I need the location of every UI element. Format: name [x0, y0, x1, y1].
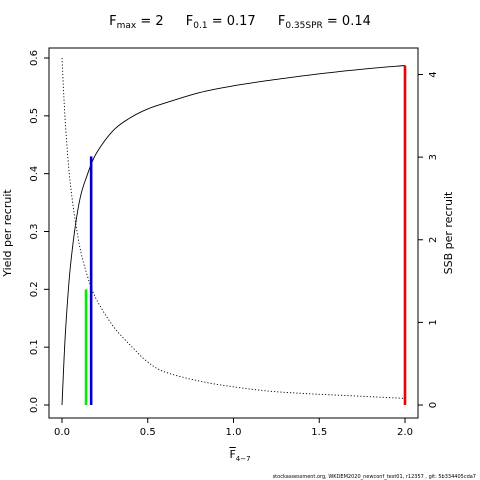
x-tick-label: 0.5: [140, 427, 156, 438]
yield-curve: [61, 65, 406, 406]
y-left-tick-label: 0.6: [29, 50, 40, 66]
y-left-axis-title: Yield per recruit: [1, 189, 14, 278]
reference-lines-layer: [84, 65, 407, 405]
fmax-title: Fmax = 2: [109, 14, 164, 31]
f01-title: F0.1 = 0.17: [185, 14, 256, 31]
chart-title: Fmax = 2 F0.1 = 0.17 F0.35SPR = 0.14: [0, 14, 480, 31]
x-axis-label: F4−7: [229, 448, 251, 463]
axes-layer: 0.0 0.5 1.0 1.5 2.0 0.0 0.1 0.2 0.3 0.4 0.5 0.6 0 1 2 3…: [1, 47, 455, 438]
x-tick-label: 2.0: [397, 427, 413, 438]
x-tick-label: 0.0: [54, 427, 70, 438]
x-tick-label: 1.5: [311, 427, 327, 438]
y-left-tick-label: 0.4: [29, 166, 40, 182]
y-left-tick-label: 0.0: [29, 397, 40, 413]
y-right-tick-label: 2: [428, 237, 439, 243]
plot-frame: [48, 47, 419, 419]
y-left-tick-label: 0.1: [29, 339, 40, 355]
ssb-curve: [61, 57, 406, 399]
fspr-title: F0.35SPR = 0.14: [277, 14, 371, 31]
y-right-tick-label: 0: [428, 402, 439, 408]
y-left-tick-label: 0.5: [29, 108, 40, 124]
curves-layer: [61, 57, 406, 406]
footer-text: stockassessment.org, WKDEM2020_newconf_t…: [272, 474, 476, 480]
y-right-tick-label: 1: [428, 319, 439, 325]
y-right-tick-label: 3: [428, 154, 439, 160]
y-left-tick-label: 0.3: [29, 224, 40, 240]
y-right-tick-label: 4: [428, 71, 439, 77]
y-left-tick-label: 0.2: [29, 281, 40, 297]
x-tick-label: 1.0: [226, 427, 242, 438]
y-right-axis-title: SSB per recruit: [442, 191, 455, 274]
